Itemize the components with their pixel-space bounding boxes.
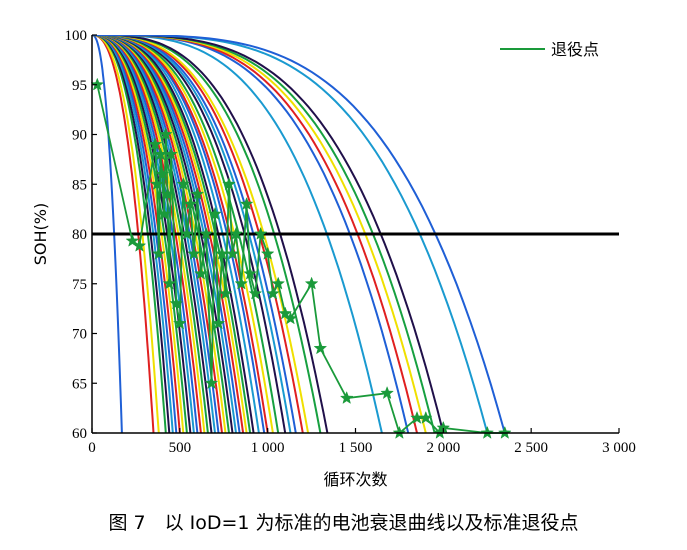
x-axis-title: 循环次数 bbox=[323, 470, 387, 489]
retirement-point bbox=[234, 276, 249, 290]
retirement-point bbox=[150, 177, 164, 191]
retirement-point bbox=[158, 127, 173, 141]
retirement-point bbox=[271, 276, 286, 290]
retirement-point bbox=[339, 390, 354, 404]
retirement-point bbox=[222, 177, 236, 191]
degradation-curves bbox=[92, 35, 506, 433]
retirement-point bbox=[260, 246, 275, 260]
retirement-point bbox=[283, 311, 298, 325]
y-tick-label: 85 bbox=[72, 177, 87, 193]
retirement-point bbox=[208, 206, 222, 220]
figure-caption: 图 7 以 IoD=1 为标准的电池衰退曲线以及标准退役点 bbox=[108, 512, 579, 534]
retirement-point bbox=[194, 266, 208, 280]
retirement-point bbox=[266, 286, 280, 300]
x-tick-label: 3 000 bbox=[602, 440, 636, 456]
y-tick-label: 100 bbox=[65, 28, 88, 44]
x-tick-label: 0 bbox=[88, 440, 96, 456]
y-axis-title: SOH(%) bbox=[31, 203, 50, 265]
legend: 退役点 bbox=[500, 40, 599, 59]
retirement-point bbox=[239, 196, 254, 210]
retirement-point bbox=[211, 316, 226, 330]
retirement-point bbox=[218, 286, 233, 300]
retirement-point bbox=[243, 266, 257, 280]
retirement-point bbox=[304, 276, 319, 290]
y-tick-label: 70 bbox=[72, 327, 87, 343]
x-tick-label: 1 000 bbox=[251, 440, 285, 456]
y-tick-label: 80 bbox=[72, 227, 87, 243]
axes: 0 500 1 000 1 500 2 000 2 500 3 000 60 65 70 75 80 8… bbox=[65, 28, 636, 456]
y-tick-label: 95 bbox=[72, 78, 87, 94]
x-tick-label: 2 000 bbox=[426, 440, 460, 456]
retirement-point bbox=[151, 246, 166, 260]
retirement-point bbox=[418, 410, 433, 424]
y-tick-label: 90 bbox=[72, 128, 87, 144]
degradation-curve bbox=[92, 35, 329, 433]
retirement-point bbox=[176, 177, 191, 191]
retirement-point bbox=[155, 167, 170, 181]
retirement-point bbox=[204, 376, 219, 390]
retirement-point bbox=[173, 316, 187, 330]
retirement-point bbox=[253, 226, 268, 240]
retirement-point bbox=[229, 226, 243, 240]
retirement-point bbox=[190, 186, 205, 201]
retirement-point bbox=[132, 238, 147, 252]
x-tick-label: 500 bbox=[169, 440, 192, 456]
retirement-point bbox=[278, 306, 293, 320]
retirement-point bbox=[313, 341, 328, 355]
retirement-point bbox=[187, 246, 201, 260]
retirement-point bbox=[125, 233, 140, 247]
retirement-point bbox=[157, 206, 171, 220]
retirement-point bbox=[225, 246, 240, 260]
retirement-point bbox=[169, 296, 184, 310]
retirement-point bbox=[199, 226, 214, 240]
degradation-curve bbox=[92, 35, 123, 433]
y-tick-label: 60 bbox=[72, 426, 87, 442]
retirement-point bbox=[164, 147, 178, 161]
y-tick-label: 65 bbox=[72, 376, 87, 392]
legend-label-retire: 退役点 bbox=[551, 40, 599, 59]
retirement-point bbox=[183, 196, 198, 210]
y-tick-label: 75 bbox=[72, 277, 87, 293]
retirement-points-series bbox=[90, 77, 512, 439]
retirement-point bbox=[160, 186, 175, 201]
retirement-point bbox=[248, 286, 263, 300]
retirement-point bbox=[148, 137, 163, 151]
x-tick-label: 2 500 bbox=[514, 440, 548, 456]
x-tick-label: 1 500 bbox=[339, 440, 373, 456]
retirement-point bbox=[162, 276, 177, 290]
retirement-point bbox=[380, 385, 394, 400]
retirement-point bbox=[180, 226, 194, 240]
